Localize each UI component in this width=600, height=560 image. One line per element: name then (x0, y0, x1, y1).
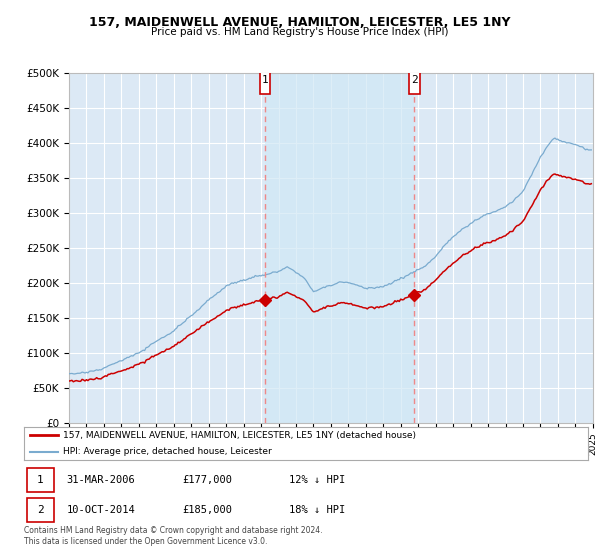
Text: 2: 2 (37, 505, 44, 515)
Text: HPI: Average price, detached house, Leicester: HPI: Average price, detached house, Leic… (64, 447, 272, 456)
Bar (265, 73, 415, 423)
Text: 18% ↓ HPI: 18% ↓ HPI (289, 505, 346, 515)
FancyBboxPatch shape (409, 66, 419, 94)
Text: 10-OCT-2014: 10-OCT-2014 (66, 505, 135, 515)
FancyBboxPatch shape (27, 468, 54, 492)
Text: £185,000: £185,000 (182, 505, 232, 515)
Text: £177,000: £177,000 (182, 475, 232, 485)
Text: Contains HM Land Registry data © Crown copyright and database right 2024.
This d: Contains HM Land Registry data © Crown c… (24, 526, 323, 546)
FancyBboxPatch shape (27, 498, 54, 522)
Text: 12% ↓ HPI: 12% ↓ HPI (289, 475, 346, 485)
FancyBboxPatch shape (260, 66, 271, 94)
Text: 1: 1 (37, 475, 44, 485)
Text: 157, MAIDENWELL AVENUE, HAMILTON, LEICESTER, LE5 1NY: 157, MAIDENWELL AVENUE, HAMILTON, LEICES… (89, 16, 511, 29)
Text: Price paid vs. HM Land Registry's House Price Index (HPI): Price paid vs. HM Land Registry's House … (151, 27, 449, 37)
Text: 1: 1 (262, 75, 269, 85)
Text: 2: 2 (411, 75, 418, 85)
Text: 157, MAIDENWELL AVENUE, HAMILTON, LEICESTER, LE5 1NY (detached house): 157, MAIDENWELL AVENUE, HAMILTON, LEICES… (64, 431, 416, 440)
Text: 31-MAR-2006: 31-MAR-2006 (66, 475, 135, 485)
